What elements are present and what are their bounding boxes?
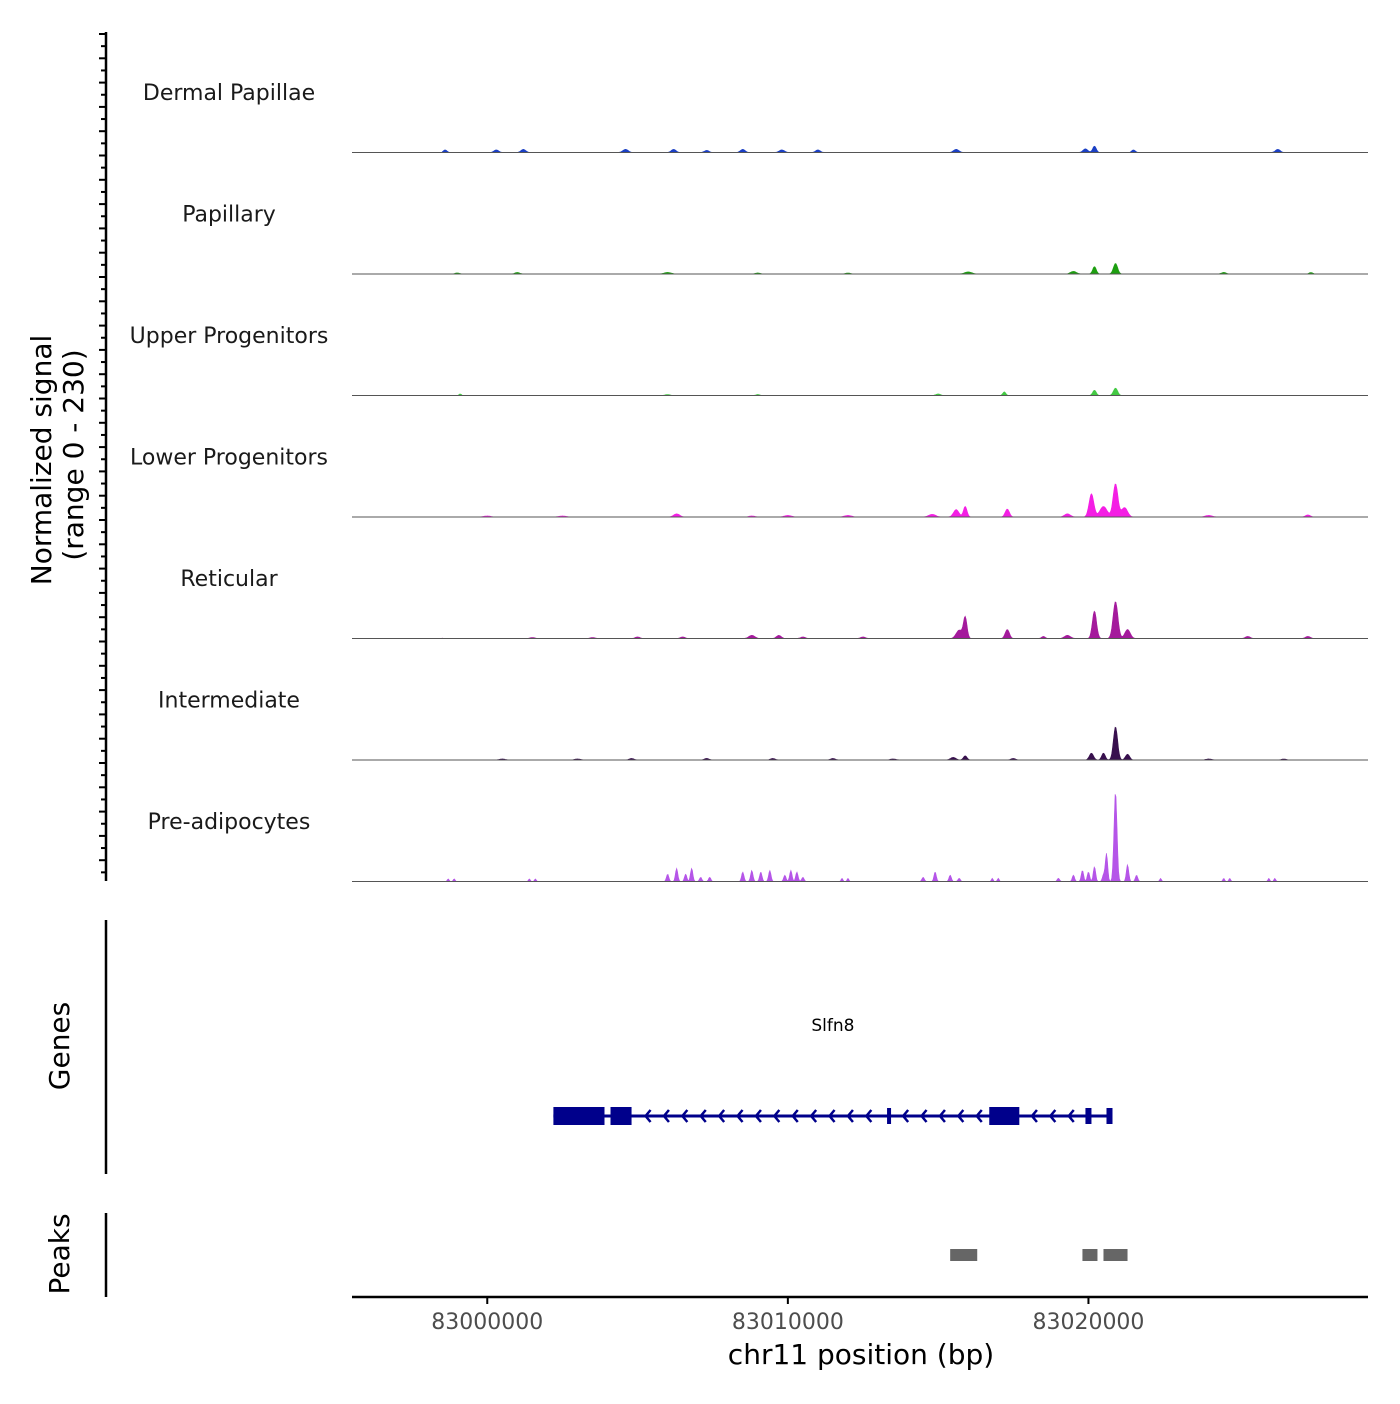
track-papillary: Papillary xyxy=(182,203,1368,275)
peak-region xyxy=(1103,1249,1128,1261)
genes-panel: Slfn8 xyxy=(104,920,1113,1174)
strand-arrow xyxy=(938,1109,946,1123)
track-reticular: Reticular xyxy=(180,567,1368,639)
exon xyxy=(887,1108,892,1124)
strand-arrow xyxy=(772,1109,781,1123)
exon xyxy=(1085,1108,1092,1124)
coverage-area xyxy=(442,387,1314,396)
peaks-panel xyxy=(104,1213,1128,1297)
coverage-area xyxy=(442,794,1314,882)
strand-arrow xyxy=(699,1109,707,1123)
strand-arrow xyxy=(975,1109,983,1123)
x-tick-label: 83010000 xyxy=(732,1310,844,1335)
strand-arrow xyxy=(717,1109,726,1123)
signal-y-axis xyxy=(99,32,108,881)
track-label: Pre-adipocytes xyxy=(148,810,311,835)
track-label: Dermal Papillae xyxy=(143,81,315,106)
strand-arrow xyxy=(846,1109,854,1123)
track-pre-adipocytes: Pre-adipocytes xyxy=(148,794,1368,882)
track-lower-progenitors: Lower Progenitors xyxy=(130,446,1368,518)
strand-arrow xyxy=(919,1109,928,1123)
coverage-area xyxy=(441,601,1315,639)
strand-arrow xyxy=(643,1109,652,1123)
track-label: Reticular xyxy=(180,567,278,592)
strand-arrow xyxy=(901,1109,910,1123)
strand-arrow xyxy=(662,1109,670,1123)
x-tick-label: 83000000 xyxy=(431,1310,543,1335)
x-tick-label: 83020000 xyxy=(1032,1310,1144,1335)
track-upper-progenitors: Upper Progenitors xyxy=(130,324,1368,396)
coverage-area xyxy=(442,483,1315,518)
gene-label: Slfn8 xyxy=(811,1016,854,1036)
strand-arrow xyxy=(864,1109,873,1123)
coverage-area xyxy=(442,726,1314,761)
track-intermediate: Intermediate xyxy=(158,689,1368,761)
track-label: Lower Progenitors xyxy=(130,446,328,471)
x-axis-label: chr11 position (bp) xyxy=(728,1338,994,1371)
strand-arrow xyxy=(827,1109,836,1123)
gene-slfn8: Slfn8 xyxy=(553,1016,1113,1125)
peaks-panel-label: Peaks xyxy=(43,1213,76,1294)
exon xyxy=(553,1107,605,1125)
strand-arrow xyxy=(1067,1109,1075,1123)
strand-arrow xyxy=(1030,1109,1038,1123)
coverage-area xyxy=(442,263,1315,275)
strand-arrow xyxy=(956,1109,965,1123)
strand-arrow xyxy=(809,1109,818,1123)
track-label: Intermediate xyxy=(158,689,300,714)
y-axis-range-label: (range 0 - 230) xyxy=(57,349,90,560)
exon xyxy=(989,1107,1020,1125)
track-label: Upper Progenitors xyxy=(130,324,329,349)
track-label: Papillary xyxy=(182,203,276,228)
exon xyxy=(1106,1108,1113,1124)
genes-panel-label: Genes xyxy=(43,1002,76,1090)
coverage-tracks: Dermal Papillae Papillary Upper Progenitor… xyxy=(130,81,1368,882)
strand-arrow xyxy=(754,1109,762,1123)
peak-region xyxy=(950,1249,978,1261)
strand-arrow xyxy=(791,1109,799,1123)
peak-region xyxy=(1082,1249,1098,1261)
coverage-area xyxy=(441,145,1314,153)
x-axis: 83000000 83010000 83020000 xyxy=(352,1295,1368,1335)
strand-arrow xyxy=(735,1109,744,1123)
track-dermal-papillae: Dermal Papillae xyxy=(143,81,1368,153)
y-axis-label: Normalized signal xyxy=(25,335,58,586)
exon xyxy=(610,1107,632,1125)
strand-arrow xyxy=(680,1109,689,1123)
strand-arrow xyxy=(1048,1109,1057,1123)
